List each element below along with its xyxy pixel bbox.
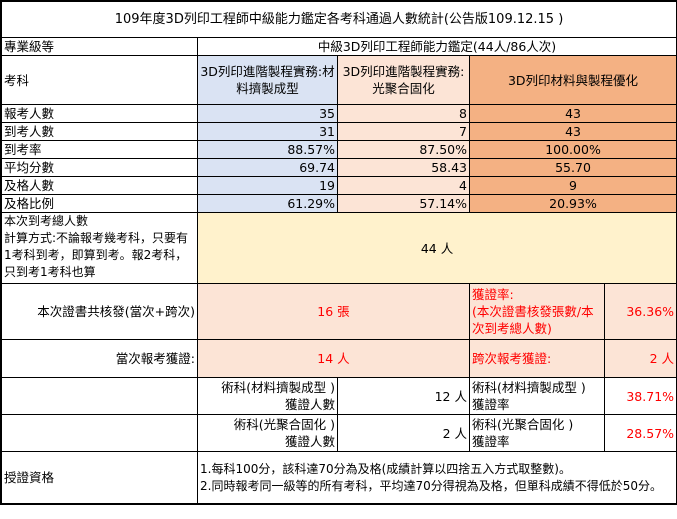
label-line: 獲證人數 bbox=[284, 434, 335, 449]
cert-rate-title: 獲證率: bbox=[472, 287, 514, 302]
current-value: 14 人 bbox=[197, 339, 470, 378]
certificates-label: 本次證書共核發(當次+跨次) bbox=[1, 283, 198, 340]
cert-rate-label: 獲證率: (本次證書核發張數/本次到考總人數) bbox=[469, 283, 605, 340]
cell: 43 bbox=[468, 122, 677, 141]
level-label: 專業級等 bbox=[1, 37, 198, 56]
row-label: 到考率 bbox=[1, 140, 198, 159]
cell: 57.14% bbox=[337, 194, 470, 213]
table-row: 及格人數 19 4 9 bbox=[1, 176, 677, 195]
row-label: 報考人數 bbox=[1, 104, 198, 123]
practical-count-label: 術科(光聚合固化 ) 獲證人數 bbox=[197, 414, 338, 452]
cell: 100.00% bbox=[468, 140, 677, 159]
cell: 9 bbox=[468, 176, 677, 195]
subject-label: 考科 bbox=[1, 55, 198, 105]
empty-cell bbox=[1, 377, 198, 415]
practical-rate-label: 術科(材料擠製成型 ) 獲證率 bbox=[469, 377, 605, 415]
qualification-text: 1.每科100分，該科達70分為及格(成績計算以四捨五入方式取整數)。 2.同時… bbox=[196, 451, 677, 504]
total-attendees-note: 計算方式:不論報考幾考科，只要有1考科到考，即算到考。報2考科，只到考1考科也算 bbox=[4, 231, 189, 279]
total-attendees-title: 本次到考總人數 bbox=[4, 214, 89, 228]
cell: 4 bbox=[337, 176, 470, 195]
cert-rate-value: 36.36% bbox=[603, 283, 677, 340]
cell: 19 bbox=[197, 176, 338, 195]
label-line: 獲證人數 bbox=[284, 397, 335, 412]
cross-value: 2 人 bbox=[603, 339, 677, 378]
practical-count: 12 人 bbox=[337, 377, 470, 415]
cell: 88.57% bbox=[197, 140, 338, 159]
cell: 7 bbox=[337, 122, 470, 141]
qualification-line: 2.同時報考同一級等的所有考科，平均達70分得視為及格，但單科成績不得低於50分… bbox=[200, 478, 662, 493]
cell: 43 bbox=[468, 104, 677, 123]
statistics-table: 109年度3D列印工程師中級能力鑑定各考科通過人數統計(公告版109.12.15… bbox=[0, 0, 677, 505]
cell: 8 bbox=[337, 104, 470, 123]
table-row: 報考人數 35 8 43 bbox=[1, 104, 677, 123]
qualification-line: 1.每科100分，該科達70分為及格(成績計算以四捨五入方式取整數)。 bbox=[200, 461, 571, 476]
current-label: 當次報考獲證: bbox=[1, 339, 198, 378]
label-line: 術科(材料擠製成型 ) bbox=[221, 380, 335, 395]
label-line: 術科(光聚合固化 ) bbox=[472, 417, 574, 432]
practical-count-label: 術科(材料擠製成型 ) 獲證人數 bbox=[197, 377, 338, 415]
cell: 69.74 bbox=[197, 158, 338, 177]
practical-rate-label: 術科(光聚合固化 ) 獲證率 bbox=[469, 414, 605, 452]
cell: 20.93% bbox=[468, 194, 677, 213]
label-line: 術科(材料擠製成型 ) bbox=[472, 380, 586, 395]
total-attendees-value: 44 人 bbox=[196, 212, 677, 284]
row-label: 及格人數 bbox=[1, 176, 198, 195]
label-line: 獲證率 bbox=[472, 397, 510, 412]
cell: 35 bbox=[197, 104, 338, 123]
practical-rate: 28.57% bbox=[603, 414, 677, 452]
practical-count: 2 人 bbox=[337, 414, 470, 452]
certificates-value: 16 張 bbox=[197, 283, 470, 340]
cell: 31 bbox=[197, 122, 338, 141]
cert-rate-formula: (本次證書核發張數/本次到考總人數) bbox=[472, 304, 594, 336]
cell: 55.70 bbox=[468, 158, 677, 177]
table-row: 到考人數 31 7 43 bbox=[1, 122, 677, 141]
cross-label: 跨次報考獲證: bbox=[469, 339, 605, 378]
qualification-label: 授證資格 bbox=[1, 451, 198, 504]
empty-cell bbox=[1, 414, 198, 452]
subject-header: 3D列印進階製程實務:材料擠製成型 bbox=[197, 55, 338, 105]
row-label: 及格比例 bbox=[1, 194, 198, 213]
cell: 61.29% bbox=[197, 194, 338, 213]
subject-header: 3D列印材料與製程優化 bbox=[468, 55, 677, 105]
label-line: 獲證率 bbox=[472, 434, 510, 449]
row-label: 平均分數 bbox=[1, 158, 198, 177]
table-row: 到考率 88.57% 87.50% 100.00% bbox=[1, 140, 677, 159]
row-label: 到考人數 bbox=[1, 122, 198, 141]
level-value: 中級3D列印工程師能力鑑定(44人/86人次) bbox=[196, 37, 677, 56]
label-line: 術科(光聚合固化 ) bbox=[233, 417, 335, 432]
cell: 58.43 bbox=[337, 158, 470, 177]
total-attendees-label: 本次到考總人數 計算方式:不論報考幾考科，只要有1考科到考，即算到考。報2考科，… bbox=[1, 212, 198, 284]
table-row: 平均分數 69.74 58.43 55.70 bbox=[1, 158, 677, 177]
cell: 87.50% bbox=[337, 140, 470, 159]
table-title: 109年度3D列印工程師中級能力鑑定各考科通過人數統計(公告版109.12.15… bbox=[0, 1, 677, 38]
table-row: 及格比例 61.29% 57.14% 20.93% bbox=[1, 194, 677, 213]
practical-rate: 38.71% bbox=[603, 377, 677, 415]
subject-header: 3D列印進階製程實務:光聚合固化 bbox=[337, 55, 470, 105]
